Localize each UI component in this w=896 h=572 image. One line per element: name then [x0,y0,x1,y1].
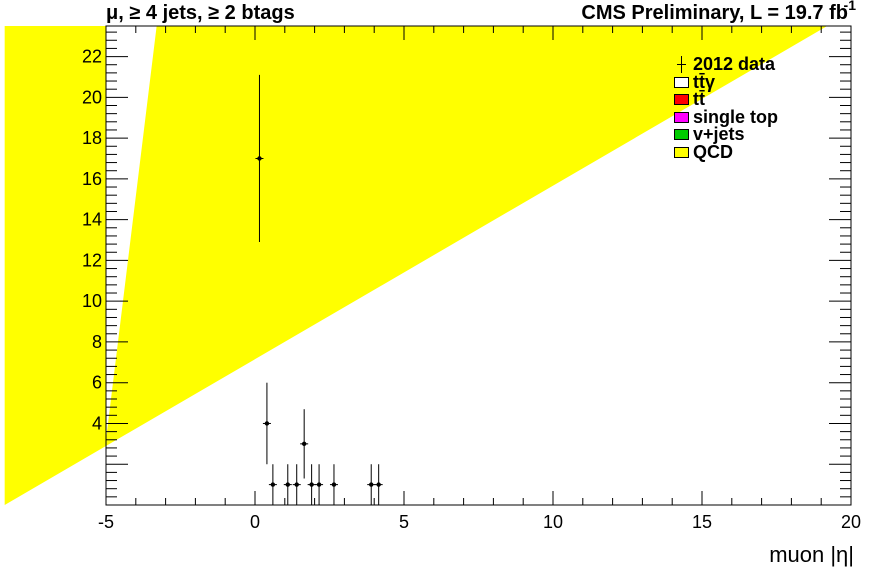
y-tick-label: 8 [92,332,102,352]
data-marker [309,482,314,487]
data-marker [369,482,374,487]
x-tick-label: 0 [250,512,260,532]
legend-label: 2012 data [693,54,776,75]
data-point [315,464,324,505]
x-tick-label: 20 [841,512,861,532]
legend-label: QCD [693,141,733,162]
y-tick-label: 12 [82,250,102,270]
luminosity-exponent: -1 [843,0,856,13]
data-marker [301,441,307,447]
legend-swatch [674,111,689,123]
axis-ticks [105,26,852,506]
legend-data-marker [674,56,689,74]
x-tick-label: 10 [543,512,563,532]
y-tick-label: 20 [82,87,102,107]
data-marker [331,482,337,487]
cms-luminosity-label: CMS Preliminary, L = 19.7 fb [581,2,848,24]
x-tick-label: 15 [692,512,712,532]
data-points-layer [255,74,383,505]
legend: 2012 data tt̄γ tt̄ single top v+jets QCD [674,54,778,162]
y-tick-label: 18 [82,128,102,148]
data-point [292,464,301,505]
data-point [307,464,316,505]
legend-swatch [674,146,689,158]
qcd-fill-layer [4,26,828,505]
x-tick-label: 5 [399,512,409,532]
data-point [262,382,271,465]
x-axis-title: muon |η| [769,542,854,567]
legend-entry-ttbar: tt̄ [674,89,778,110]
legend-entry-single-top: single top [674,106,778,127]
y-tick-label: 10 [82,291,102,311]
legend-label: tt̄γ [693,71,715,92]
data-marker [270,482,276,487]
data-marker [264,421,270,426]
data-point [374,464,383,505]
plot-frame [105,25,852,506]
qcd-fill [4,26,828,505]
data-point [329,464,338,505]
x-tick-label: -5 [98,512,114,532]
y-tick-label: 6 [92,373,102,393]
legend-entry-data: 2012 data [674,54,778,75]
data-marker [257,156,262,161]
data-point [300,409,309,479]
data-marker [376,482,381,487]
y-tick-label: 16 [82,169,102,189]
legend-entry-qcd: QCD [674,141,778,162]
y-tick-label: 14 [82,210,102,230]
data-point [367,464,376,505]
legend-swatch [674,76,689,88]
data-point [283,464,292,505]
data-point [268,464,277,505]
data-point [255,74,264,243]
legend-label: v+jets [693,124,745,145]
legend-label: tt̄ [693,89,705,110]
legend-entry-ttgamma: tt̄γ [674,71,778,92]
legend-swatch [674,129,689,141]
y-tick-label: 4 [92,413,102,433]
data-marker [294,482,299,487]
data-marker [285,482,290,487]
selection-label: μ, ≥ 4 jets, ≥ 2 btags [106,2,295,24]
axis-tick-labels: -5 0 5 10 15 20 4 6 8 10 12 14 16 18 20 22 [82,47,861,532]
legend-entry-vjets: v+jets [674,124,778,145]
legend-swatch [674,94,689,106]
data-marker [316,482,322,487]
legend-label: single top [693,106,778,127]
y-tick-label: 22 [82,47,102,67]
